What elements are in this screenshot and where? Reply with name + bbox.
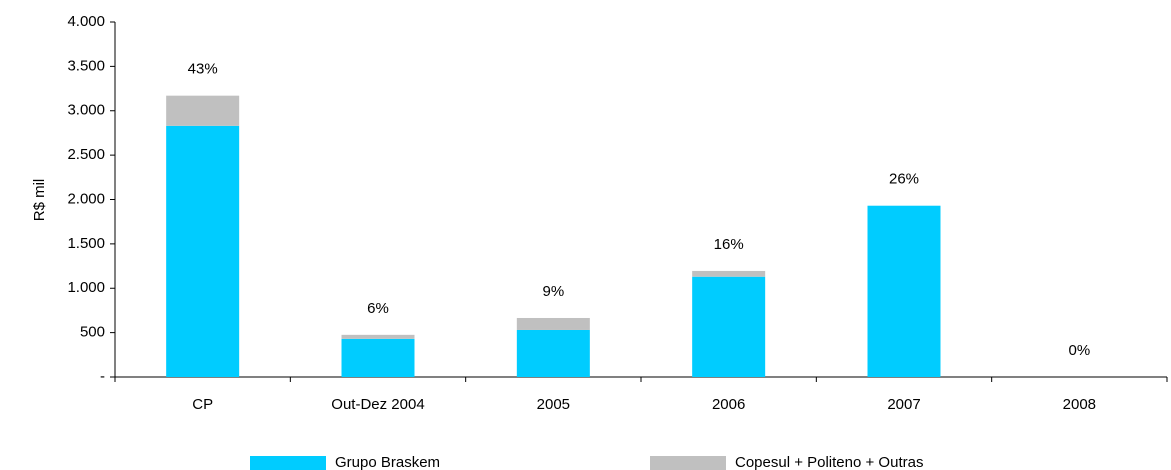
annotation: 26% [889,171,919,188]
y-tick-label: 2.500 [67,146,105,163]
y-tick-label: - [100,368,105,385]
y-tick-label: 500 [80,324,105,341]
bar-segment [166,95,240,126]
y-axis-label: R$ mil [31,179,48,222]
annotation: 9% [542,283,564,300]
bar-segment [341,334,415,339]
bar-segment [867,205,941,377]
bar-segment [692,270,766,277]
x-tick-label: 2005 [537,396,570,413]
legend-label: Grupo Braskem [335,454,440,470]
bar-segment [166,125,240,378]
y-tick-label: 1.000 [67,279,105,296]
legend-label: Copesul + Politeno + Outras [735,454,923,470]
annotation: 16% [714,236,744,253]
x-tick-label: 2006 [712,396,745,413]
y-tick-label: 4.000 [67,13,105,30]
annotation: 43% [188,61,218,78]
x-tick-label: CP [192,396,213,413]
bar-segment [516,317,590,330]
x-tick-label: 2007 [887,396,920,413]
bar-segment [516,329,590,377]
legend-swatch [250,456,326,470]
y-tick-label: 2.000 [67,190,105,207]
legend-swatch [650,456,726,470]
y-tick-label: 1.500 [67,235,105,252]
annotation: 0% [1068,342,1090,359]
annotation: 6% [367,300,389,317]
x-tick-label: 2008 [1063,396,1096,413]
bar-segment [692,276,766,377]
y-tick-label: 3.000 [67,102,105,119]
x-tick-label: Out-Dez 2004 [331,396,424,413]
y-tick-label: 3.500 [67,57,105,74]
bar-segment [341,338,415,377]
